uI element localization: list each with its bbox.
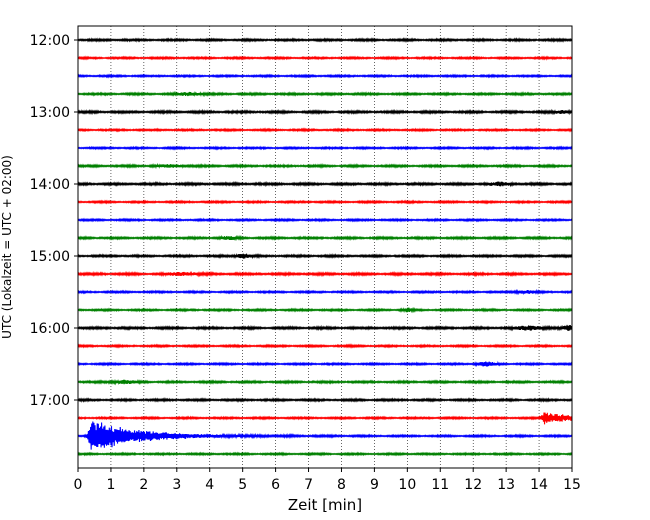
trace-1230	[77, 73, 573, 79]
trace-1345	[77, 162, 573, 170]
trace-1400	[77, 180, 573, 188]
x-tick-label: 1	[106, 477, 115, 493]
trace-1330	[77, 145, 573, 151]
trace-1300	[77, 108, 573, 116]
trace-1430	[77, 217, 573, 223]
trace-1715	[77, 412, 573, 425]
x-tick-label: 9	[370, 477, 379, 493]
trace-1530	[77, 288, 573, 296]
x-tick-label: 15	[563, 477, 581, 493]
trace-1615	[77, 343, 573, 349]
x-tick-label: 8	[337, 477, 346, 493]
x-tick-label: 11	[431, 477, 449, 493]
y-tick-label: 14:00	[30, 177, 70, 193]
trace-1700	[77, 397, 573, 403]
x-tick-label: 12	[464, 477, 482, 493]
x-tick-label: 0	[74, 477, 83, 493]
x-tick-label: 13	[497, 477, 515, 493]
trace-1545	[77, 306, 573, 314]
trace-1515	[77, 270, 573, 278]
trace-1445	[77, 234, 573, 242]
x-axis-label: Zeit [min]	[288, 496, 362, 514]
y-tick-label: 17:00	[30, 393, 70, 409]
trace-1200	[77, 37, 573, 43]
x-tick-label: 10	[398, 477, 416, 493]
x-axis-ticks: 0 1 2 3 4 5 6 7 8 9 10 11 12 13 14 15	[74, 468, 581, 493]
x-tick-label: 6	[271, 477, 280, 493]
x-tick-label: 2	[139, 477, 148, 493]
y-tick-label: 15:00	[30, 249, 70, 265]
trace-1730	[77, 421, 573, 450]
y-axis-ticks: 12:00 13:00 14:00 15:00 16:00 17:00	[30, 33, 78, 409]
trace-1315	[77, 127, 573, 133]
plot-frame	[77, 25, 573, 469]
trace-1645	[77, 379, 573, 386]
trace-1745	[77, 451, 573, 457]
seismic-traces	[77, 37, 573, 457]
x-tick-label: 3	[172, 477, 181, 493]
trace-1215	[77, 55, 573, 61]
x-tick-label: 14	[530, 477, 548, 493]
y-tick-label: 13:00	[30, 105, 70, 121]
x-tick-label: 5	[238, 477, 247, 493]
x-tick-label: 7	[304, 477, 313, 493]
x-tick-label: 4	[205, 477, 214, 493]
trace-1245	[77, 90, 573, 98]
y-tick-label: 12:00	[30, 33, 70, 49]
trace-1415	[77, 199, 573, 205]
y-tick-label: 16:00	[30, 321, 70, 337]
trace-1500	[77, 252, 573, 260]
trace-1630	[77, 360, 573, 368]
trace-1600	[77, 324, 573, 332]
y-axis-label: UTC (Lokalzeit = UTC + 02:00)	[0, 155, 14, 339]
